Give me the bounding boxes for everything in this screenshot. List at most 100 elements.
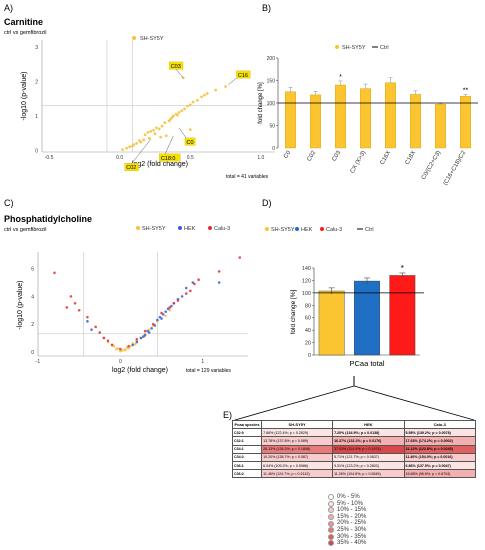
panel-b-bar: [435, 104, 446, 149]
shade-legend-label: 0% - 5%: [337, 494, 360, 500]
panel-a-y-tick: 3: [35, 45, 38, 51]
panel-c-x-label: log2 (fold change): [112, 367, 168, 374]
table-value-cell: 16.37% (132.2%; p = 0.0176): [332, 436, 405, 446]
panel-c-point-calu-3: [102, 336, 106, 340]
panel-d-legend-marker: [320, 227, 324, 231]
panel-a-point: [169, 117, 172, 121]
panel-c-point-calu-3: [110, 343, 114, 347]
panel-c-point-sh-sy5y: [127, 347, 130, 350]
connector-right: [353, 385, 475, 421]
panel-c-point-hek: [158, 315, 162, 319]
shade-legend-swatch: [328, 533, 334, 540]
panel-a-point: [195, 98, 199, 102]
panel-d-bar: [318, 290, 345, 356]
panel-a-point: [188, 103, 192, 107]
table-cell-text: 37.03% (114.4%; p = 0.1974): [334, 447, 381, 452]
panel-d-y-tick: 0: [308, 353, 311, 359]
panel-a-point: [200, 95, 203, 99]
table-column-header: SH-SY5Y: [261, 419, 334, 430]
panel-b-y-tick: 0: [272, 146, 275, 152]
panel-c-point-hek: [164, 310, 167, 313]
panel-a-point: [180, 109, 184, 113]
panel-a-point: [130, 144, 134, 148]
panel-a-legend-marker: [132, 36, 136, 40]
panel-a-point: [164, 134, 168, 138]
panel-c-point-hek: [142, 335, 145, 338]
panel-d-legend-marker: [295, 227, 299, 231]
panel-d-y-tick: 120: [302, 278, 311, 284]
panel-a-point: [163, 121, 167, 125]
shade-legend-swatch: [328, 540, 334, 547]
panel-d-label: D): [262, 198, 272, 208]
panel-c-point-hek: [156, 318, 159, 322]
panel-e-shade-legend: 0% - 5% 5% - 10% 10% - 15% 15% - 20% 20% - 2…: [328, 494, 366, 547]
panel-a-y-label: -log10 (p-value): [21, 71, 28, 120]
table-cell-text: 11.46% (124.7%; p = 0.2142): [263, 471, 310, 476]
panel-a-annotation-box: [124, 163, 139, 171]
panel-c-point-sh-sy5y: [133, 342, 137, 346]
panel-a-point: [154, 126, 158, 130]
shade-legend-swatch: [328, 520, 334, 527]
panel-b-category-label: C16X: [380, 150, 393, 166]
table-species-cell: C36:2: [231, 469, 263, 479]
panel-a-point: [177, 110, 181, 114]
panel-b-y-tick: 200: [267, 56, 276, 62]
panel-a-point: [121, 148, 124, 151]
table-cell-text: 6.86% (137.5%; p = 0.0047): [405, 463, 451, 468]
table-header-row: Pcaa species SH-SY5Y HEK Calu-3: [231, 419, 477, 430]
panel-c-x-tick: 1: [201, 359, 204, 365]
panel-c-point-calu-3: [94, 325, 97, 329]
table-cell-text: 5.71% (121.7%; p = 0.0837): [334, 455, 379, 460]
shade-legend-label: 35% - 40%: [337, 540, 367, 547]
panel-a-point: [202, 93, 206, 97]
panel-a-legend-label: SH-SY5Y: [140, 36, 164, 42]
panel-c-point-sh-sy5y: [164, 314, 167, 318]
panel-b-significance: *: [339, 74, 342, 81]
panel-b-category-label: CX (X>3): [350, 150, 368, 175]
panel-b-y-tick: 100: [267, 101, 276, 107]
panel-c-point-hek: [146, 329, 149, 333]
panel-a-y-tick: 1: [35, 114, 38, 120]
table-row: C32:1 13.78% (137.8%; p = 0.089) 16.37% (1…: [231, 436, 477, 446]
shade-legend-item: 30% - 35%: [328, 534, 366, 541]
table-value-cell: 15.68% (96.6%; p = 0.6704): [403, 469, 477, 479]
panel-a-x-tick: 1.0: [257, 155, 264, 161]
table-value-cell: 11.40% (154.0%; p = 0.0016): [403, 452, 477, 462]
panel-b-bar: [360, 88, 371, 149]
panel-a-point: [149, 129, 153, 133]
table-cell-text: 11.40% (154.0%; p = 0.0016): [405, 455, 453, 460]
panel-d-y-tick: 140: [302, 266, 311, 272]
connector-left: [234, 385, 355, 421]
panel-a-annotation-label: C0: [186, 140, 193, 146]
panel-c-x-tick: -1: [36, 359, 41, 365]
panel-c-label: C): [4, 198, 14, 208]
panel-b-bar: [385, 82, 396, 149]
panel-c-point-calu-3: [160, 311, 163, 315]
shade-legend-item: 20% - 25%: [328, 520, 366, 527]
panel-a-point: [125, 146, 129, 150]
panel-c-legend-marker: [178, 226, 182, 230]
panel-c-point-calu-3: [238, 256, 242, 259]
shade-legend-item: 10% - 15%: [328, 507, 366, 514]
table-row: C32:0 7.68% (122.4%; p = 0.2629) 7.20% (13…: [231, 428, 477, 438]
table-cell-text: 7.20% (134.9%; p = 0.0138): [334, 430, 380, 435]
panel-c-point-calu-3: [176, 299, 180, 302]
table-species-cell: C34:2: [231, 452, 263, 462]
panel-b-y-label: fold change [%]: [258, 82, 264, 124]
panel-a-point: [128, 145, 131, 149]
panel-a-label: A): [4, 3, 13, 13]
shade-legend-item: 35% - 40%: [328, 540, 366, 547]
table-value-cell: 7.68% (122.4%; p = 0.2629): [261, 428, 334, 438]
panel-b-y-tick: 50: [269, 124, 275, 130]
panel-d-y-tick: 80: [305, 303, 311, 309]
panel-c-subtitle: ctrl vs gemfibrozil: [4, 227, 46, 233]
panel-a-point: [153, 132, 157, 136]
table-species-cell: C32:1: [231, 436, 263, 446]
panel-b-legend-label-sh: SH-SY5Y: [342, 45, 366, 51]
panel-c-legend-marker: [136, 226, 140, 230]
table-cell-text: 26.13% (126.3%; p = 0.1858): [263, 447, 311, 452]
panel-a-total: total = 41 variables: [226, 174, 269, 180]
panel-b-category-label: C18X: [405, 150, 418, 166]
panel-a-annotation-line: [128, 139, 151, 168]
